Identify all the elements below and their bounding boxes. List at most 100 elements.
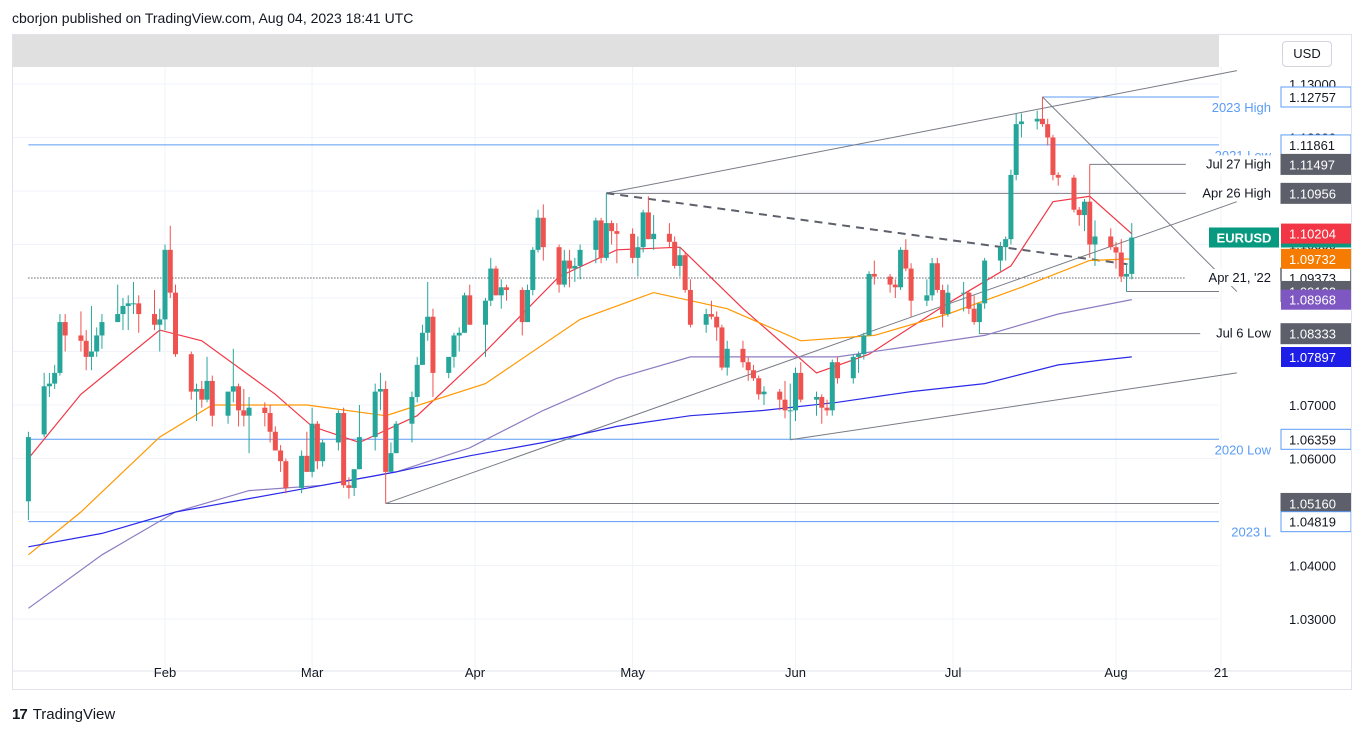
candle-body	[814, 396, 820, 400]
price-tag-bg	[1281, 223, 1351, 244]
candle-body	[940, 289, 946, 315]
candle-body	[750, 370, 756, 379]
candle-body	[1039, 118, 1045, 125]
candle-body	[62, 322, 68, 336]
price-tag-value: 1.06359	[1289, 432, 1336, 447]
y-tick-label: 1.06000	[1289, 452, 1336, 467]
moving-average-line	[28, 356, 1132, 548]
moving-average-line	[27, 195, 1133, 459]
candle-body	[1071, 177, 1077, 210]
candle-body	[461, 295, 467, 333]
candle-body	[556, 247, 562, 285]
candle-body	[614, 231, 620, 234]
candle-body	[798, 372, 804, 400]
candle-body	[1034, 118, 1040, 122]
candle-body	[456, 332, 462, 336]
candle-body	[199, 388, 205, 400]
y-tick-label: 1.03000	[1289, 612, 1336, 627]
candle-body	[829, 362, 835, 411]
candle-body	[824, 407, 830, 411]
candle-body	[1129, 237, 1135, 274]
candle-body	[519, 289, 525, 323]
price-tag-value: 1.11497	[1289, 157, 1335, 172]
candle-body	[1055, 174, 1061, 178]
candle-body	[299, 455, 305, 488]
x-tick-label: Feb	[154, 665, 176, 680]
candle-body	[377, 388, 383, 392]
level-label-bg	[1185, 155, 1273, 173]
candle-body	[861, 335, 867, 355]
candle-body	[630, 233, 636, 258]
candle-body	[425, 316, 431, 333]
candle-body	[1008, 174, 1014, 240]
candle-body	[724, 348, 730, 368]
candle-body	[1092, 236, 1098, 245]
candle-body	[304, 455, 310, 472]
level-label: Jul 6 Low	[1216, 326, 1272, 341]
candle-body	[194, 388, 200, 392]
candle-body	[241, 410, 247, 416]
symbol-tag-label: EURUSD	[1217, 230, 1272, 245]
candle-body	[504, 287, 510, 290]
candle-body	[188, 354, 194, 392]
moving-average-line	[28, 258, 1132, 556]
candle-body	[493, 268, 499, 296]
brand-name: TradingView	[32, 706, 116, 723]
price-tag-value: 1.09732	[1289, 252, 1336, 267]
candle-body	[603, 223, 609, 258]
candle-body	[934, 263, 940, 290]
candle-body	[341, 413, 347, 486]
candle-body	[903, 249, 909, 269]
candle-body	[167, 249, 173, 293]
candle-body	[929, 263, 935, 296]
currency-button[interactable]: USD	[1282, 41, 1332, 67]
candle-body	[78, 335, 84, 341]
candle-body	[703, 314, 709, 325]
price-tag-value: 1.04819	[1289, 515, 1336, 530]
tradingview-logo[interactable]: 17 TradingView	[12, 706, 115, 723]
candle-body	[57, 322, 63, 373]
candle-body	[88, 351, 94, 357]
x-tick-label: May	[620, 665, 645, 680]
candle-body	[598, 220, 604, 258]
trend-line	[790, 372, 1237, 441]
candle-body	[94, 335, 100, 352]
candle-body	[677, 255, 683, 266]
candle-body	[567, 260, 573, 269]
trend-line	[606, 192, 1132, 266]
candle-body	[309, 423, 315, 472]
level-label-bg	[1185, 184, 1273, 202]
price-tag-value: 1.07897	[1289, 350, 1336, 365]
level-label: Jul 27 High	[1206, 156, 1271, 171]
candle-body	[577, 249, 583, 266]
moving-average-line	[28, 299, 1132, 609]
candle-body	[46, 383, 52, 387]
candle-body	[409, 396, 415, 424]
candle-body	[708, 314, 714, 317]
candle-body	[756, 378, 762, 395]
candle-body	[346, 485, 352, 488]
candle-body	[635, 247, 641, 258]
candle-body	[887, 276, 893, 285]
price-tag-value: 1.08968	[1289, 293, 1336, 308]
candle-body	[335, 413, 341, 443]
candle-body	[1081, 201, 1087, 216]
level-label: 2023 High	[1212, 100, 1271, 115]
x-tick-label: Apr	[465, 665, 486, 680]
price-tag-bg	[1281, 248, 1351, 269]
candle-body	[945, 292, 951, 315]
publish-info: cborjon published on TradingView.com, Au…	[12, 10, 414, 26]
candle-body	[966, 292, 972, 309]
candle-body	[1045, 124, 1051, 138]
candle-body	[687, 289, 693, 325]
candle-body	[225, 391, 231, 416]
level-label: Apr 21, '22	[1209, 270, 1271, 285]
candle-body	[1113, 247, 1119, 253]
candle-body	[430, 316, 436, 373]
level-label-bg	[1185, 269, 1273, 287]
candle-body	[866, 273, 872, 336]
candle-body	[246, 407, 252, 416]
price-tag-bg	[1281, 289, 1351, 310]
